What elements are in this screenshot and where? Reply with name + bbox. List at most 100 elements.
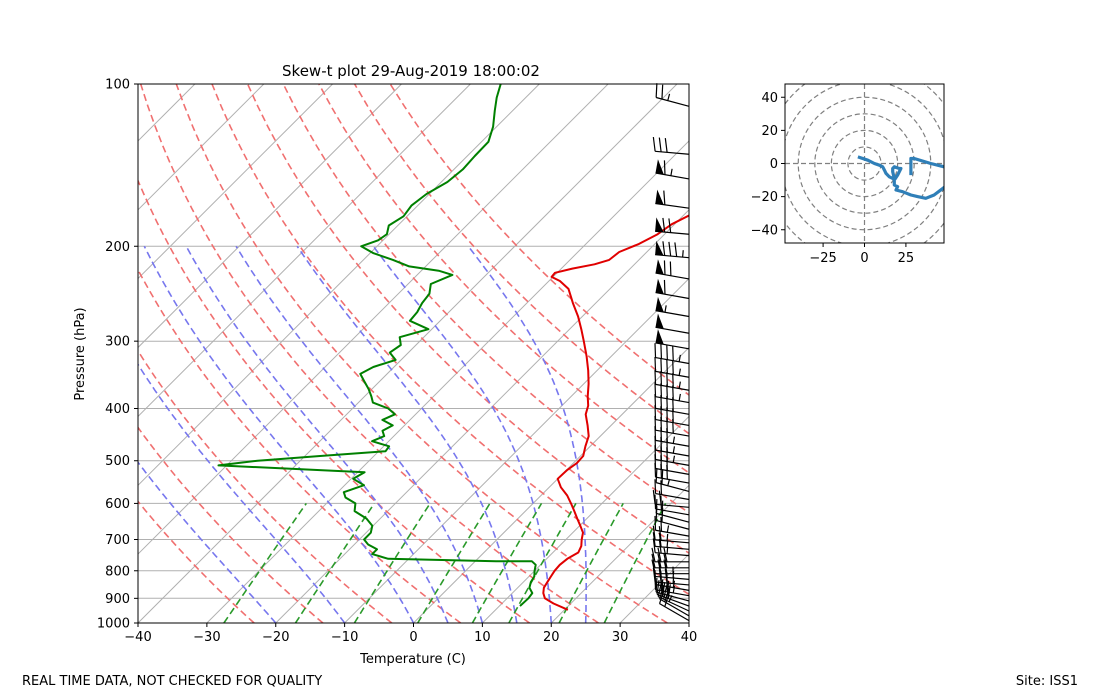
y-axis-ticks: 100 200 300 400 500 600 700 800 900 1000 [97, 78, 138, 632]
wind-barb-full [652, 538, 656, 553]
wind-barb-full [663, 190, 666, 205]
wind-barb [655, 278, 690, 300]
wind-barb [652, 525, 690, 544]
moist-adiabat [235, 245, 484, 623]
wind-barb-full [666, 372, 668, 387]
y-tick-label: 700 [105, 533, 130, 548]
wind-barb [655, 313, 690, 334]
wind-barb-full [658, 526, 662, 541]
wind-barb-flag [655, 189, 664, 205]
wind-barb-half [678, 393, 681, 401]
wind-barb-full [654, 343, 657, 358]
wind-barb-full [660, 358, 663, 373]
wind-barb-half [664, 305, 667, 313]
hodograph-area [785, 84, 944, 243]
wind-barb-full [672, 373, 674, 388]
isotherm-line [138, 84, 609, 555]
x-tick-label: 30 [612, 630, 629, 645]
y-tick-label: 400 [105, 402, 130, 417]
wind-barb [651, 547, 689, 563]
moist-adiabat [185, 245, 449, 623]
moist-adiabat [372, 245, 553, 623]
isotherm-line [482, 415, 689, 623]
isotherm-line [550, 484, 689, 623]
wind-barb-full [652, 525, 656, 540]
y-tick-label: 600 [105, 497, 130, 512]
wind-barb-full [654, 370, 657, 385]
wind-barb-half [678, 368, 681, 376]
y-axis-label: Pressure (hPa) [73, 307, 88, 400]
hodograph-x-tick-label: 0 [860, 251, 868, 266]
wind-barb-full [658, 538, 662, 554]
skew-t-profiles [217, 84, 689, 611]
wind-barb-half [682, 250, 684, 258]
wind-barb-staff [655, 310, 690, 318]
wind-barb-full [655, 468, 658, 483]
wind-barb-flag [655, 159, 664, 175]
hodograph-x-ticks: −25 0 25 [809, 243, 914, 266]
x-tick-label: 40 [681, 630, 698, 645]
wind-barb-full [652, 137, 656, 152]
wind-barb-flag [655, 329, 664, 345]
temperature-profile [542, 214, 689, 611]
wind-barb-full [666, 345, 668, 360]
wind-barb [655, 499, 690, 523]
wind-barb [655, 83, 690, 107]
wind-barb-full [658, 490, 662, 505]
dry-adiabat [246, 84, 689, 555]
x-tick-label: 20 [543, 630, 560, 645]
y-tick-label: 1000 [97, 617, 130, 632]
wind-barb [655, 259, 690, 280]
wind-barb-full [663, 260, 666, 275]
wind-barb [655, 159, 690, 180]
dewpoint-profile [217, 84, 537, 607]
isotherm-line [138, 84, 402, 349]
hodograph-x-tick-label: 25 [898, 251, 915, 266]
wind-barb-full [660, 516, 663, 532]
wind-barb-staff [655, 230, 690, 235]
wind-barb-full [674, 242, 678, 257]
x-tick-label: −20 [262, 630, 289, 645]
skew-t-plot: −40 −30 −20 −10 0 10 20 30 40 100 200 300 400 500 600… [73, 62, 698, 667]
wind-barb-full [652, 532, 656, 547]
wind-barb [655, 329, 690, 350]
mixing-ratio-line [294, 502, 375, 623]
wind-barb-flag [655, 240, 664, 256]
isotherm-line [138, 84, 678, 623]
mixing-ratio-line [558, 503, 624, 623]
hodograph: −25 0 25 40 20 0 −20 −40 [751, 83, 945, 266]
isotherm-line [344, 277, 689, 623]
wind-barb-full [664, 568, 668, 584]
wind-barb [652, 137, 690, 155]
wind-barb-staff [655, 291, 690, 300]
x-tick-label: −40 [124, 630, 151, 645]
wind-barb-staff [655, 172, 690, 180]
mixing-ratio-line [417, 502, 491, 623]
x-tick-label: 10 [474, 630, 491, 645]
moist-adiabat [143, 245, 415, 623]
dry-adiabat [138, 178, 531, 623]
wind-barb-full [662, 217, 666, 233]
wind-barb [655, 189, 690, 209]
wind-barb-half [670, 168, 673, 176]
hodograph-x-tick-label: −25 [809, 251, 836, 266]
hodograph-y-tick-label: 20 [761, 124, 778, 139]
wind-barb [655, 217, 690, 235]
wind-barb-full [668, 218, 672, 233]
skew-t-plot-area [138, 84, 689, 623]
wind-barb-full [661, 84, 664, 100]
wind-barb-full [669, 261, 672, 276]
wind-barb-full [658, 568, 662, 583]
mixing-ratio-line [603, 503, 667, 623]
wind-barb [655, 240, 690, 259]
y-tick-label: 100 [105, 78, 130, 93]
wind-barb-full [672, 346, 674, 361]
wind-barb-half [678, 354, 681, 362]
y-tick-label: 800 [105, 564, 130, 579]
wind-barb-flag [655, 278, 664, 295]
hodograph-y-tick-label: −40 [751, 223, 778, 238]
isotherm-line [138, 84, 265, 211]
isotherm-line [206, 140, 689, 623]
hodograph-y-tick-label: 0 [770, 157, 778, 172]
moist-adiabat [467, 245, 587, 623]
